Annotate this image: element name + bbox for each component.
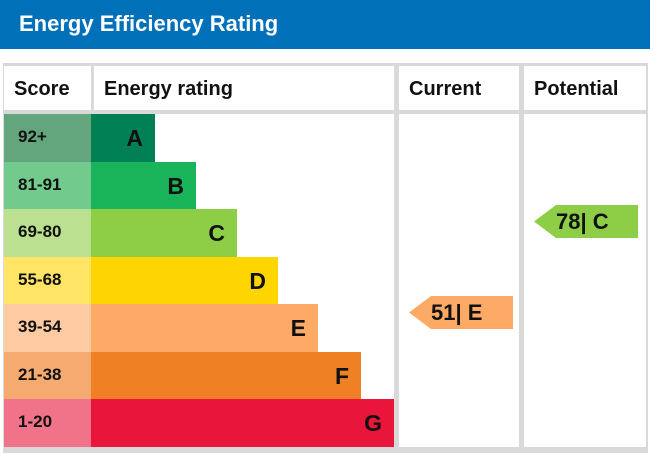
band-bar-c: C [91,209,237,257]
current-rating-arrow: 51| E [409,296,513,329]
current-column: 51| E [399,114,519,447]
band-bar-e: E [91,304,318,352]
band-bar-d: D [91,256,278,304]
score-f: 21-38 [4,351,91,399]
score-g: 1-20 [4,399,91,447]
band-bar-b: B [91,161,196,209]
header-current: Current [399,66,519,110]
band-bar-g: G [91,399,394,447]
score-b: 81-91 [4,161,91,209]
page-title: Energy Efficiency Rating [0,0,650,49]
potential-rating-arrow: 78| C [534,205,638,238]
score-e: 39-54 [4,304,91,352]
header-score: Score [4,66,91,110]
header-energy-rating: Energy rating [94,66,394,110]
score-d: 55-68 [4,256,91,304]
band-bar-a: A [91,114,155,162]
score-c: 69-80 [4,209,91,257]
band-bar-f: F [91,351,361,399]
potential-column: 78| C [524,114,646,447]
rating-table: Score Energy rating Current Potential 51… [3,63,648,453]
score-a: 92+ [4,114,91,162]
header-potential: Potential [524,66,646,110]
